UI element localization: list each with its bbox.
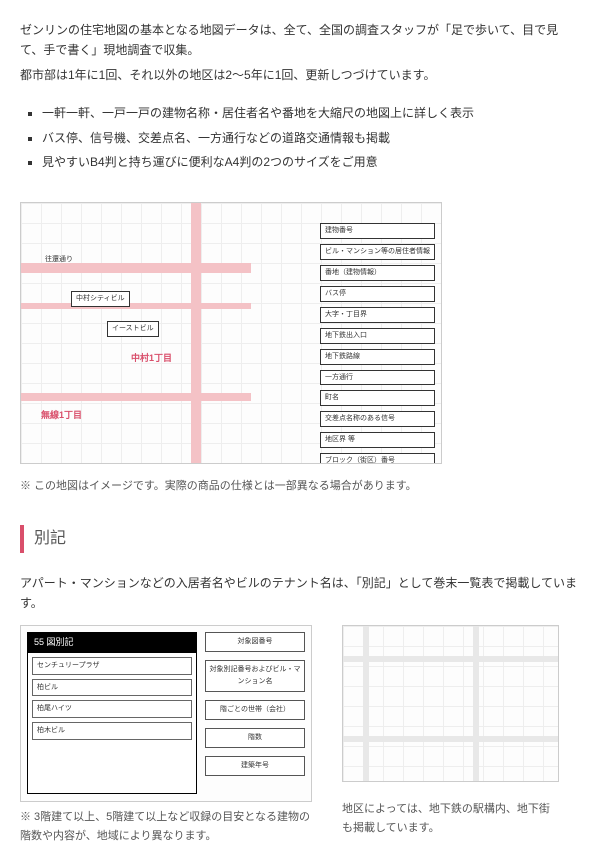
map-line — [343, 656, 558, 662]
feature-item: バス停、信号機、交差点名、一方通行などの道路交通情報も掲載 — [42, 128, 581, 148]
map-callout-label: 交差点名称のある信号 — [320, 411, 435, 427]
legend-row: 柏尾ハイツ — [32, 700, 192, 718]
map-callout-label: 建物番号 — [320, 223, 435, 239]
legend-column: 55 図別記 センチュリープラザ 柏ビル 柏尾ハイツ 柏木ビル 対象図番号 対象… — [20, 625, 312, 845]
legend-side-box: 階数 — [205, 728, 305, 748]
legend-side-labels: 対象図番号 対象別記番号およびビル・マンション名 階ごとの世帯（会社） 階数 建… — [205, 632, 305, 775]
map-line — [473, 626, 479, 781]
map-building-label: 中村シティビル — [71, 291, 130, 307]
legend-row: 柏ビル — [32, 679, 192, 697]
map-road — [191, 203, 201, 463]
legend-row: センチュリープラザ — [32, 657, 192, 675]
legend-side-box: 建築年号 — [205, 756, 305, 776]
legend-title: 55 図別記 — [28, 633, 196, 652]
legend-table: 55 図別記 センチュリープラザ 柏ビル 柏尾ハイツ 柏木ビル — [27, 632, 197, 794]
legend-row: 柏木ビル — [32, 722, 192, 740]
map-road — [21, 393, 251, 401]
feature-item: 見やすいB4判と持ち運びに便利なA4判の2つのサイズをご用意 — [42, 152, 581, 172]
map-road — [21, 303, 251, 309]
legend-side-box: 対象図番号 — [205, 632, 305, 652]
main-map-image: 中村1丁目 無線1丁目 中村シティビル イーストビル 往還通り 建物番号 ビル・… — [20, 202, 442, 464]
main-map-note: ※ この地図はイメージです。実際の商品の仕様とは一部異なる場合があります。 — [20, 477, 581, 496]
map-callout-label: 番地（建物情報） — [320, 265, 435, 281]
map-callout-label: 地区界 等 — [320, 432, 435, 448]
legend-image: 55 図別記 センチュリープラザ 柏ビル 柏尾ハイツ 柏木ビル 対象図番号 対象… — [20, 625, 312, 802]
two-column-row: 55 図別記 センチュリープラザ 柏ビル 柏尾ハイツ 柏木ビル 対象図番号 対象… — [20, 625, 581, 845]
town-label: 無線1丁目 — [41, 408, 82, 423]
map-street-label: 往還通り — [41, 253, 77, 267]
feature-item: 一軒一軒、一戸一戸の建物名称・居住者名や番地を大縮尺の地図上に詳しく表示 — [42, 103, 581, 123]
town-label: 中村1丁目 — [131, 351, 172, 366]
map-grid — [343, 626, 558, 781]
subway-note: 地区によっては、地下鉄の駅構内、地下街も掲載しています。 — [342, 800, 557, 837]
map-callout-label: 一方通行 — [320, 370, 435, 386]
map-line — [363, 626, 369, 781]
intro-block: ゼンリンの住宅地図の基本となる地図データは、全て、全国の調査スタッフが「足で歩い… — [20, 20, 581, 85]
map-building-label: イーストビル — [107, 321, 159, 337]
section-lead: アパート・マンションなどの入居者名やビルのテナント名は、「別記」として巻末一覧表… — [20, 573, 581, 614]
feature-list: 一軒一軒、一戸一戸の建物名称・居住者名や番地を大縮尺の地図上に詳しく表示 バス停… — [20, 103, 581, 172]
legend-note: ※ 3階建て以上、5階建て以上など収録の目安となる建物の階数や内容が、地域により… — [20, 808, 310, 845]
map-callout-label: 地下鉄路線 — [320, 349, 435, 365]
map-callout-label: ビル・マンション等の居住者情報 — [320, 244, 435, 260]
main-map-block: 中村1丁目 無線1丁目 中村シティビル イーストビル 往還通り 建物番号 ビル・… — [20, 202, 581, 495]
map-callout-label: 大字・丁目界 — [320, 307, 435, 323]
map-callouts-stack: 建物番号 ビル・マンション等の居住者情報 番地（建物情報） バス停 大字・丁目界… — [320, 223, 435, 464]
map-callout-label: 地下鉄出入口 — [320, 328, 435, 344]
section-title: 別記 — [20, 525, 581, 552]
map-line — [343, 736, 558, 742]
legend-side-box: 階ごとの世帯（会社） — [205, 700, 305, 720]
intro-paragraph-2: 都市部は1年に1回、それ以外の地区は2〜5年に1回、更新しつづけています。 — [20, 65, 581, 85]
subway-column: 地区によっては、地下鉄の駅構内、地下街も掲載しています。 — [342, 625, 559, 837]
intro-paragraph-1: ゼンリンの住宅地図の基本となる地図データは、全て、全国の調査スタッフが「足で歩い… — [20, 20, 581, 61]
map-callout-label: バス停 — [320, 286, 435, 302]
subway-map-image — [342, 625, 559, 782]
map-callout-label: 町名 — [320, 390, 435, 406]
legend-side-box: 対象別記番号およびビル・マンション名 — [205, 660, 305, 692]
map-callout-label: ブロック（街区）番号 — [320, 453, 435, 464]
